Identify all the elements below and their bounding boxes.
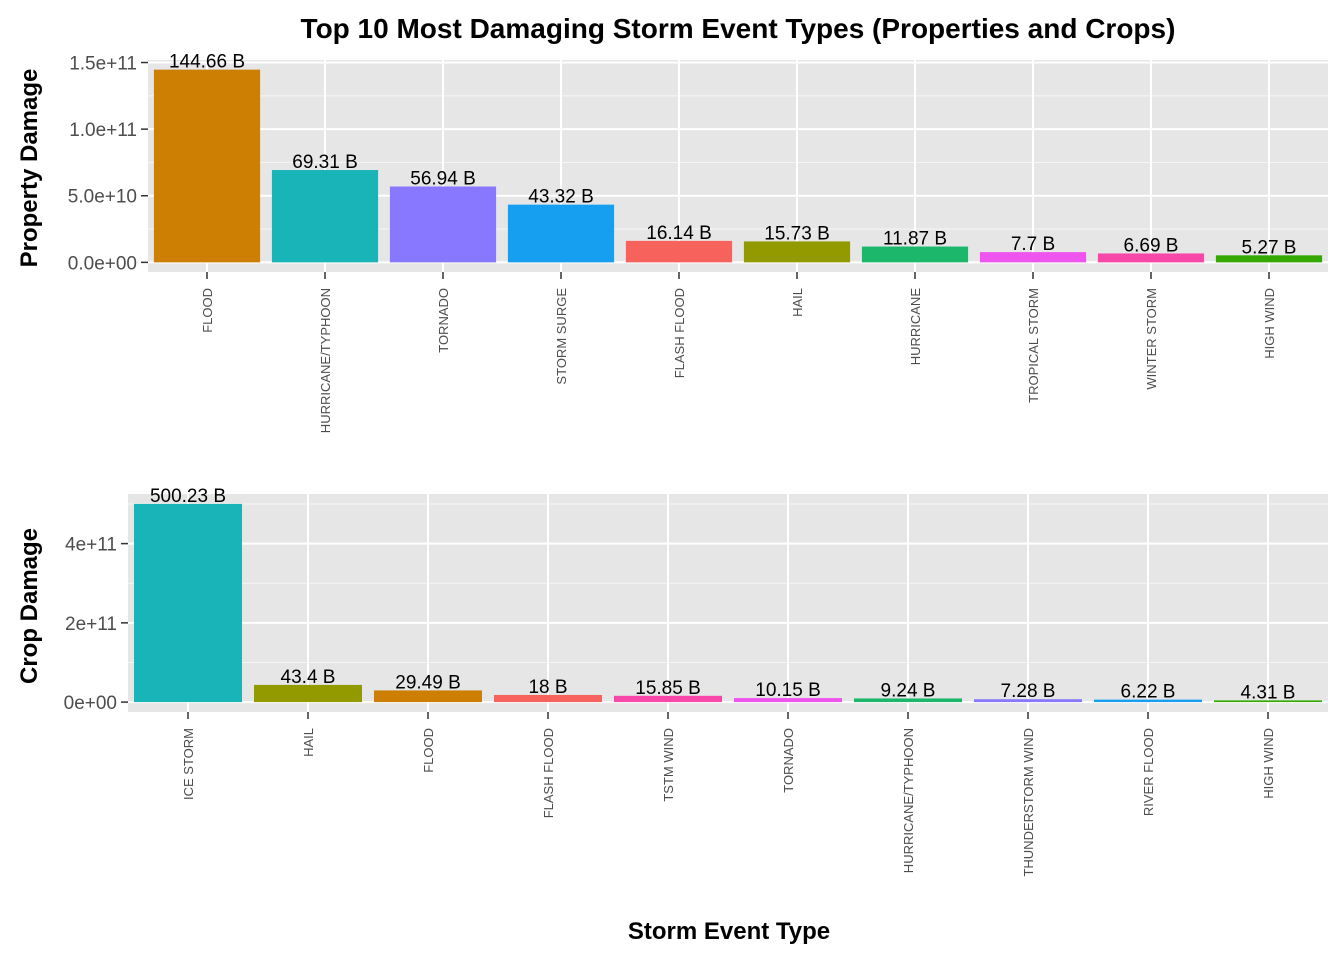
crop-x-tick-label: ICE STORM <box>181 728 196 800</box>
crop-bar <box>854 698 962 703</box>
property-x-tick-label: HIGH WIND <box>1262 288 1277 359</box>
chart-title: Top 10 Most Damaging Storm Event Types (… <box>301 13 1176 44</box>
property-data-label: 15.73 B <box>764 223 830 244</box>
property-x-tick-label: FLOOD <box>200 288 215 333</box>
property-bar <box>1097 253 1205 263</box>
property-y-tick-label: 1.5e+11 <box>69 54 137 75</box>
crop-y-tick-label: 0e+00 <box>64 693 117 714</box>
property-y-tick-label: 0.0e+00 <box>68 253 137 274</box>
crop-data-label: 6.22 B <box>1121 682 1176 703</box>
crop-x-tick-label: FLOOD <box>421 728 436 773</box>
crop-x-tick-label: HURRICANE/TYPHOON <box>901 728 916 873</box>
crop-bar <box>614 695 722 703</box>
property-data-label: 11.87 B <box>883 229 947 250</box>
crop-damage-axis-title: Crop Damage <box>16 528 43 684</box>
property-bar <box>743 241 851 263</box>
crop-x-tick-label: RIVER FLOOD <box>1141 728 1156 816</box>
crop-data-label: 4.31 B <box>1241 682 1296 703</box>
crop-data-label: 9.24 B <box>881 680 936 701</box>
property-bar <box>1215 255 1323 263</box>
crop-x-tick-label: TSTM WIND <box>661 728 676 802</box>
crop-bar <box>134 503 242 703</box>
crop-y-tick-label: 2e+11 <box>65 614 117 635</box>
crop-bar <box>1214 700 1322 703</box>
property-bar <box>979 252 1087 263</box>
property-bar <box>861 246 969 263</box>
crop-bar <box>494 694 602 703</box>
x-axis-title: Storm Event Type <box>628 918 830 945</box>
property-x-tick-label: HURRICANE <box>908 288 923 366</box>
property-bar <box>507 204 615 263</box>
property-data-label: 144.66 B <box>169 52 245 73</box>
crop-x-tick-label: TORNADO <box>781 728 796 793</box>
property-x-tick-label: WINTER STORM <box>1144 288 1159 390</box>
property-x-tick-label: TORNADO <box>436 288 451 353</box>
property-x-tick-label: HURRICANE/TYPHOON <box>318 288 333 433</box>
crop-bar <box>974 699 1082 703</box>
crop-x-tick-label: HAIL <box>301 728 316 757</box>
property-x-tick-label: STORM SURGE <box>554 288 569 385</box>
crop-damage-panel: 0e+00 2e+11 4e+11 500.23 B ICE STORM 43.4 B HA… <box>64 486 1328 877</box>
property-bar <box>389 186 497 263</box>
property-damage-panel: 0.0e+00 5.0e+10 1.0e+11 1.5e+11 144.66 B FLOO… <box>68 52 1328 433</box>
property-data-label: 69.31 B <box>292 152 358 173</box>
property-y-tick-label: 1.0e+11 <box>69 120 137 141</box>
property-data-label: 16.14 B <box>646 223 712 244</box>
property-damage-axis-title: Property Damage <box>16 69 43 268</box>
crop-bar <box>254 684 362 703</box>
crop-data-label: 15.85 B <box>635 678 701 699</box>
crop-bar <box>374 690 482 703</box>
crop-x-tick-label: FLASH FLOOD <box>541 728 556 818</box>
property-data-label: 6.69 B <box>1124 235 1179 256</box>
crop-bar <box>734 698 842 703</box>
property-data-label: 5.27 B <box>1242 237 1297 258</box>
property-x-tick-label: TROPICAL STORM <box>1026 288 1041 403</box>
crop-data-label: 7.28 B <box>1001 681 1056 702</box>
property-bar <box>153 69 261 263</box>
property-bar <box>271 170 379 263</box>
crop-x-tick-label: HIGH WIND <box>1261 728 1276 799</box>
crop-y-tick-label: 4e+11 <box>65 535 117 556</box>
property-bar <box>625 240 733 263</box>
property-y-tick-label: 5.0e+10 <box>68 187 137 208</box>
property-x-tick-label: HAIL <box>790 288 805 317</box>
crop-data-label: 10.15 B <box>755 680 821 701</box>
property-data-label: 56.94 B <box>410 169 476 190</box>
crop-x-tick-label: THUNDERSTORM WIND <box>1021 728 1036 877</box>
crop-data-label: 500.23 B <box>150 486 226 507</box>
crop-data-label: 43.4 B <box>281 667 336 688</box>
crop-data-label: 18 B <box>528 677 567 698</box>
property-data-label: 7.7 B <box>1011 234 1055 255</box>
property-data-label: 43.32 B <box>528 187 594 208</box>
crop-bar <box>1094 699 1202 703</box>
crop-data-label: 29.49 B <box>395 672 461 693</box>
crop-plot-background <box>128 494 1328 712</box>
property-x-tick-label: FLASH FLOOD <box>672 288 687 378</box>
